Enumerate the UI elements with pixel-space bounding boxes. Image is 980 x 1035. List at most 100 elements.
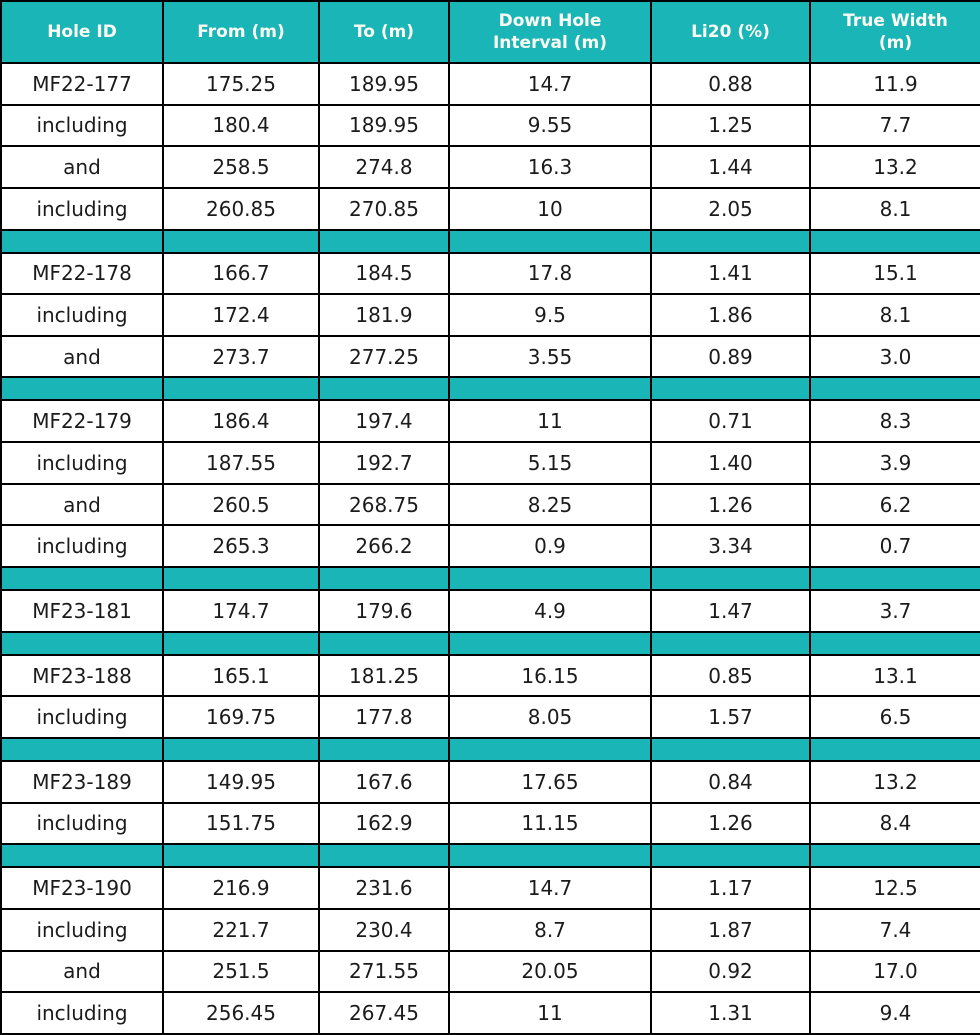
cell-hole-id: MF23-190 bbox=[0, 866, 164, 910]
table-row: MF23-181 174.7 179.6 4.9 1.47 3.7 bbox=[0, 589, 980, 633]
cell-down-hole-interval-m: 11.15 bbox=[448, 801, 652, 846]
cell-from-m: 260.5 bbox=[162, 482, 320, 527]
cell-from-m: 258.5 bbox=[162, 145, 320, 189]
cell-to-m bbox=[318, 736, 450, 762]
cell-from-m: 221.7 bbox=[162, 907, 320, 952]
cell-down-hole-interval-m: 17.8 bbox=[448, 251, 652, 296]
cell-to-m bbox=[318, 566, 450, 592]
cell-from-m bbox=[162, 630, 320, 656]
table-row: including 172.4 181.9 9.5 1.86 8.1 bbox=[0, 293, 980, 337]
table-row: including 187.55 192.7 5.15 1.40 3.9 bbox=[0, 441, 980, 485]
cell-true-width-m: 8.3 bbox=[809, 399, 980, 444]
cell-to-m: 189.95 bbox=[318, 103, 450, 148]
cell-true-width-m: 8.1 bbox=[809, 186, 980, 231]
cell-to-m: 184.5 bbox=[318, 251, 450, 296]
cell-true-width-m bbox=[809, 376, 980, 402]
cell-li2o-pct: 1.86 bbox=[650, 293, 811, 337]
cell-down-hole-interval-m bbox=[448, 630, 652, 656]
table-row: including 221.7 230.4 8.7 1.87 7.4 bbox=[0, 907, 980, 952]
table-row: MF22-178 166.7 184.5 17.8 1.41 15.1 bbox=[0, 251, 980, 296]
table-row: including 169.75 177.8 8.05 1.57 6.5 bbox=[0, 695, 980, 739]
cell-from-m: 151.75 bbox=[162, 801, 320, 846]
cell-hole-id: MF23-189 bbox=[0, 759, 164, 804]
column-header-from-m: From (m) bbox=[162, 0, 320, 64]
cell-from-m bbox=[162, 228, 320, 254]
cell-li2o-pct: 1.41 bbox=[650, 251, 811, 296]
separator-row bbox=[0, 228, 980, 254]
cell-hole-id: including bbox=[0, 103, 164, 148]
cell-down-hole-interval-m: 5.15 bbox=[448, 441, 652, 485]
cell-true-width-m: 8.4 bbox=[809, 801, 980, 846]
table-row: and 251.5 271.55 20.05 0.92 17.0 bbox=[0, 949, 980, 994]
cell-down-hole-interval-m: 16.3 bbox=[448, 145, 652, 189]
cell-hole-id: MF22-179 bbox=[0, 399, 164, 444]
cell-down-hole-interval-m: 16.15 bbox=[448, 653, 652, 698]
cell-li2o-pct: 1.25 bbox=[650, 103, 811, 148]
cell-li2o-pct bbox=[650, 566, 811, 592]
table-header: Hole ID From (m) To (m) Down Hole Interval … bbox=[0, 0, 980, 64]
cell-to-m: 231.6 bbox=[318, 866, 450, 910]
cell-true-width-m: 7.4 bbox=[809, 907, 980, 952]
cell-hole-id: including bbox=[0, 524, 164, 569]
cell-down-hole-interval-m: 20.05 bbox=[448, 949, 652, 994]
table-row: including 260.85 270.85 10 2.05 8.1 bbox=[0, 186, 980, 231]
cell-hole-id: and bbox=[0, 145, 164, 189]
cell-down-hole-interval-m: 11 bbox=[448, 991, 652, 1035]
cell-true-width-m: 13.2 bbox=[809, 759, 980, 804]
cell-li2o-pct bbox=[650, 376, 811, 402]
cell-li2o-pct: 1.40 bbox=[650, 441, 811, 485]
cell-from-m: 256.45 bbox=[162, 991, 320, 1035]
column-header-li2o-pct: Li20 (%) bbox=[650, 0, 811, 64]
cell-hole-id: MF23-181 bbox=[0, 589, 164, 633]
cell-li2o-pct bbox=[650, 228, 811, 254]
cell-down-hole-interval-m bbox=[448, 843, 652, 869]
cell-hole-id: including bbox=[0, 801, 164, 846]
cell-to-m: 268.75 bbox=[318, 482, 450, 527]
cell-to-m: 177.8 bbox=[318, 695, 450, 739]
cell-true-width-m: 3.7 bbox=[809, 589, 980, 633]
table-row: and 260.5 268.75 8.25 1.26 6.2 bbox=[0, 482, 980, 527]
cell-li2o-pct: 0.92 bbox=[650, 949, 811, 994]
cell-down-hole-interval-m: 10 bbox=[448, 186, 652, 231]
cell-to-m: 181.9 bbox=[318, 293, 450, 337]
cell-hole-id: and bbox=[0, 482, 164, 527]
cell-down-hole-interval-m: 8.05 bbox=[448, 695, 652, 739]
table-row: MF23-188 165.1 181.25 16.15 0.85 13.1 bbox=[0, 653, 980, 698]
cell-li2o-pct: 1.17 bbox=[650, 866, 811, 910]
cell-from-m: 174.7 bbox=[162, 589, 320, 633]
cell-li2o-pct: 0.88 bbox=[650, 62, 811, 106]
cell-down-hole-interval-m: 9.5 bbox=[448, 293, 652, 337]
cell-from-m: 260.85 bbox=[162, 186, 320, 231]
cell-to-m bbox=[318, 843, 450, 869]
cell-from-m: 175.25 bbox=[162, 62, 320, 106]
cell-from-m: 172.4 bbox=[162, 293, 320, 337]
cell-to-m: 167.6 bbox=[318, 759, 450, 804]
cell-to-m: 230.4 bbox=[318, 907, 450, 952]
cell-from-m bbox=[162, 376, 320, 402]
cell-true-width-m: 3.9 bbox=[809, 441, 980, 485]
cell-to-m: 267.45 bbox=[318, 991, 450, 1035]
table-row: including 265.3 266.2 0.9 3.34 0.7 bbox=[0, 524, 980, 569]
cell-true-width-m bbox=[809, 736, 980, 762]
cell-hole-id: including bbox=[0, 186, 164, 231]
cell-li2o-pct: 1.44 bbox=[650, 145, 811, 189]
table-row: including 256.45 267.45 11 1.31 9.4 bbox=[0, 991, 980, 1035]
cell-hole-id: including bbox=[0, 907, 164, 952]
cell-li2o-pct: 1.31 bbox=[650, 991, 811, 1035]
cell-to-m: 189.95 bbox=[318, 62, 450, 106]
cell-hole-id: MF22-177 bbox=[0, 62, 164, 106]
cell-to-m bbox=[318, 376, 450, 402]
cell-from-m: 216.9 bbox=[162, 866, 320, 910]
cell-true-width-m: 17.0 bbox=[809, 949, 980, 994]
cell-li2o-pct bbox=[650, 630, 811, 656]
column-header-down-hole-interval-m: Down Hole Interval (m) bbox=[448, 0, 652, 64]
cell-down-hole-interval-m: 3.55 bbox=[448, 334, 652, 379]
cell-down-hole-interval-m bbox=[448, 376, 652, 402]
cell-hole-id: MF22-178 bbox=[0, 251, 164, 296]
cell-from-m: 149.95 bbox=[162, 759, 320, 804]
separator-row bbox=[0, 736, 980, 762]
cell-li2o-pct: 1.47 bbox=[650, 589, 811, 633]
cell-true-width-m: 9.4 bbox=[809, 991, 980, 1035]
table-body: MF22-177 175.25 189.95 14.7 0.88 11.9 includin… bbox=[0, 62, 980, 1035]
